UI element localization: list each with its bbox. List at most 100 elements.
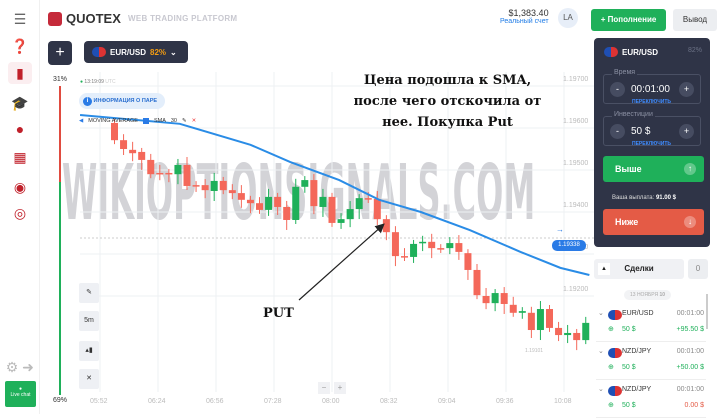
help-icon[interactable]: ❓ — [11, 37, 29, 54]
candle-body — [246, 199, 254, 204]
price-chart[interactable] — [40, 36, 594, 414]
deal-result: +50.00 $ — [676, 364, 704, 371]
candle-body — [328, 196, 336, 223]
investment-field[interactable]: Инвестиции - 50 $ + — [603, 111, 701, 146]
y-tick-label: 1.19700 — [563, 76, 589, 83]
current-price-label: 1.19338 — [552, 240, 586, 251]
arrow-down-icon: ↓ — [684, 216, 696, 228]
up-button[interactable]: Выше ↑ — [603, 156, 704, 182]
time-label: Время — [612, 69, 638, 76]
account-type: Реальный счет — [500, 18, 549, 25]
pair-info-button[interactable]: i ИНФОРМАЦИЯ О ПАРЕ — [79, 93, 166, 109]
candle-body — [138, 151, 146, 160]
candle-body — [564, 332, 572, 336]
investment-decrease-button[interactable]: - — [610, 124, 625, 139]
chevron-down-icon[interactable]: ⌄ — [598, 348, 604, 355]
candle-body — [237, 193, 245, 200]
deposit-label: Пополнение — [607, 15, 657, 24]
deals-scrollbar[interactable] — [706, 294, 708, 329]
scroll-to-latest-icon[interactable]: → — [556, 225, 564, 234]
draw-tool-button[interactable]: ✎ — [79, 283, 99, 303]
sma-line — [79, 113, 590, 276]
investment-increase-button[interactable]: + — [679, 124, 694, 139]
live-chat-label: Live chat — [10, 392, 31, 398]
time-value: 00:01:00 — [631, 84, 670, 95]
chart-icon[interactable]: ▮ — [8, 62, 32, 84]
indicator-period: 30 — [170, 118, 177, 124]
user-icon[interactable]: ● — [15, 121, 25, 137]
candle-body — [156, 172, 164, 175]
candle-body — [555, 327, 563, 336]
asset-payout: 82% — [150, 47, 167, 57]
sma-color-swatch — [142, 118, 149, 124]
candle-body — [401, 256, 408, 258]
candle-body — [500, 293, 508, 304]
zoom-out-button[interactable]: − — [318, 382, 330, 394]
sentiment-bar-up — [59, 181, 61, 395]
time-decrease-button[interactable]: - — [610, 82, 625, 97]
coins-icon[interactable]: ◎ — [13, 204, 27, 221]
signals-icon[interactable]: ◉ — [13, 178, 27, 195]
x-tick-label: 08:00 — [322, 398, 340, 405]
time-field[interactable]: Время - 00:01:00 + — [603, 69, 701, 104]
timeframe-button[interactable]: 5m — [79, 311, 99, 331]
date-badge: 13 НОЯБРЯ 10 — [624, 290, 672, 300]
chevron-down-icon[interactable]: ⌄ — [598, 386, 604, 393]
remove-indicator-icon[interactable]: ✕ — [191, 118, 197, 124]
logo[interactable]: QUOTEX — [48, 11, 121, 26]
candle-body — [192, 185, 200, 187]
menu-icon[interactable]: ☰ — [13, 10, 27, 27]
trade-asset[interactable]: EUR/USD — [604, 47, 658, 57]
candle-body — [446, 243, 454, 249]
candle-body — [455, 243, 463, 252]
balance[interactable]: $1,383.40 Реальный счет — [500, 8, 549, 25]
education-icon[interactable]: 🎓 — [11, 94, 29, 111]
candle-body — [120, 140, 128, 149]
down-button[interactable]: Ниже ↓ — [603, 209, 704, 235]
chevron-down-icon[interactable]: ⌄ — [598, 310, 604, 317]
asset-name: EUR/USD — [110, 47, 147, 57]
deals-title: Сделки — [624, 264, 654, 273]
candle-body — [201, 185, 209, 191]
arrow-up-icon: ⊕ — [608, 402, 614, 409]
add-chart-button[interactable]: + — [48, 41, 72, 65]
deal-item[interactable]: ⌄ NZD/JPY 00:01:00 ⊕ 50 $ +50.00 $ — [596, 342, 706, 380]
zoom-in-button[interactable]: + — [334, 382, 346, 394]
market-icon[interactable]: ▦ — [13, 148, 27, 165]
x-tick-label: 09:36 — [496, 398, 514, 405]
arrow-up-icon: ⊕ — [608, 326, 614, 333]
info-icon: i — [83, 97, 92, 106]
x-tick-label: 09:04 — [438, 398, 456, 405]
deals-toggle[interactable]: ▲ Сделки — [594, 259, 684, 279]
asset-selector[interactable]: EUR/USD 82% ⌄ — [84, 41, 188, 63]
avatar[interactable]: LA — [558, 8, 578, 28]
edit-indicator-icon[interactable]: ✎ — [182, 118, 187, 124]
withdraw-button[interactable]: Вывод — [673, 9, 717, 31]
quotex-logo-icon — [48, 11, 62, 26]
candle-body — [219, 180, 227, 191]
deal-result: +95.50 $ — [676, 326, 704, 333]
deal-item[interactable]: ⌄ EUR/USD 00:01:00 ⊕ 50 $ +95.50 $ — [596, 304, 706, 342]
candle-body — [165, 172, 173, 175]
candle-body — [391, 232, 399, 257]
sentiment-top: 31% — [53, 76, 68, 83]
y-tick-label: 1.19400 — [563, 202, 589, 209]
indicator-legend: ◀ MOVING AVERAGE SMA 30 ✎ ✕ — [79, 118, 196, 124]
live-chat-button[interactable]: ● Live chat — [5, 381, 36, 407]
candle-body — [482, 296, 490, 304]
arrow-right-icon[interactable]: ➜ — [22, 358, 34, 375]
chart-type-button[interactable]: ▴▮ — [79, 341, 99, 361]
candle-body — [355, 198, 363, 210]
collapse-icon[interactable]: ◀ — [79, 118, 84, 124]
indicators-button[interactable]: ✕ — [79, 369, 99, 389]
time-switch-link[interactable]: ПЕРЕКЛЮЧИТЬ — [632, 99, 672, 105]
platform-subtitle: WEB TRADING PLATFORM — [128, 14, 238, 23]
time-increase-button[interactable]: + — [679, 82, 694, 97]
gear-icon[interactable]: ⚙ — [5, 358, 19, 375]
pair-info-label: ИНФОРМАЦИЯ О ПАРЕ — [93, 98, 158, 104]
investment-switch-link[interactable]: ПЕРЕКЛЮЧИТЬ — [632, 141, 672, 147]
deposit-button[interactable]: + Пополнение — [591, 9, 666, 31]
investment-label: Инвестиции — [612, 111, 655, 118]
deal-item[interactable]: ⌄ NZD/JPY 00:01:00 ⊕ 50 $ 0.00 $ — [596, 380, 706, 418]
trade-pair: EUR/USD — [622, 47, 659, 57]
